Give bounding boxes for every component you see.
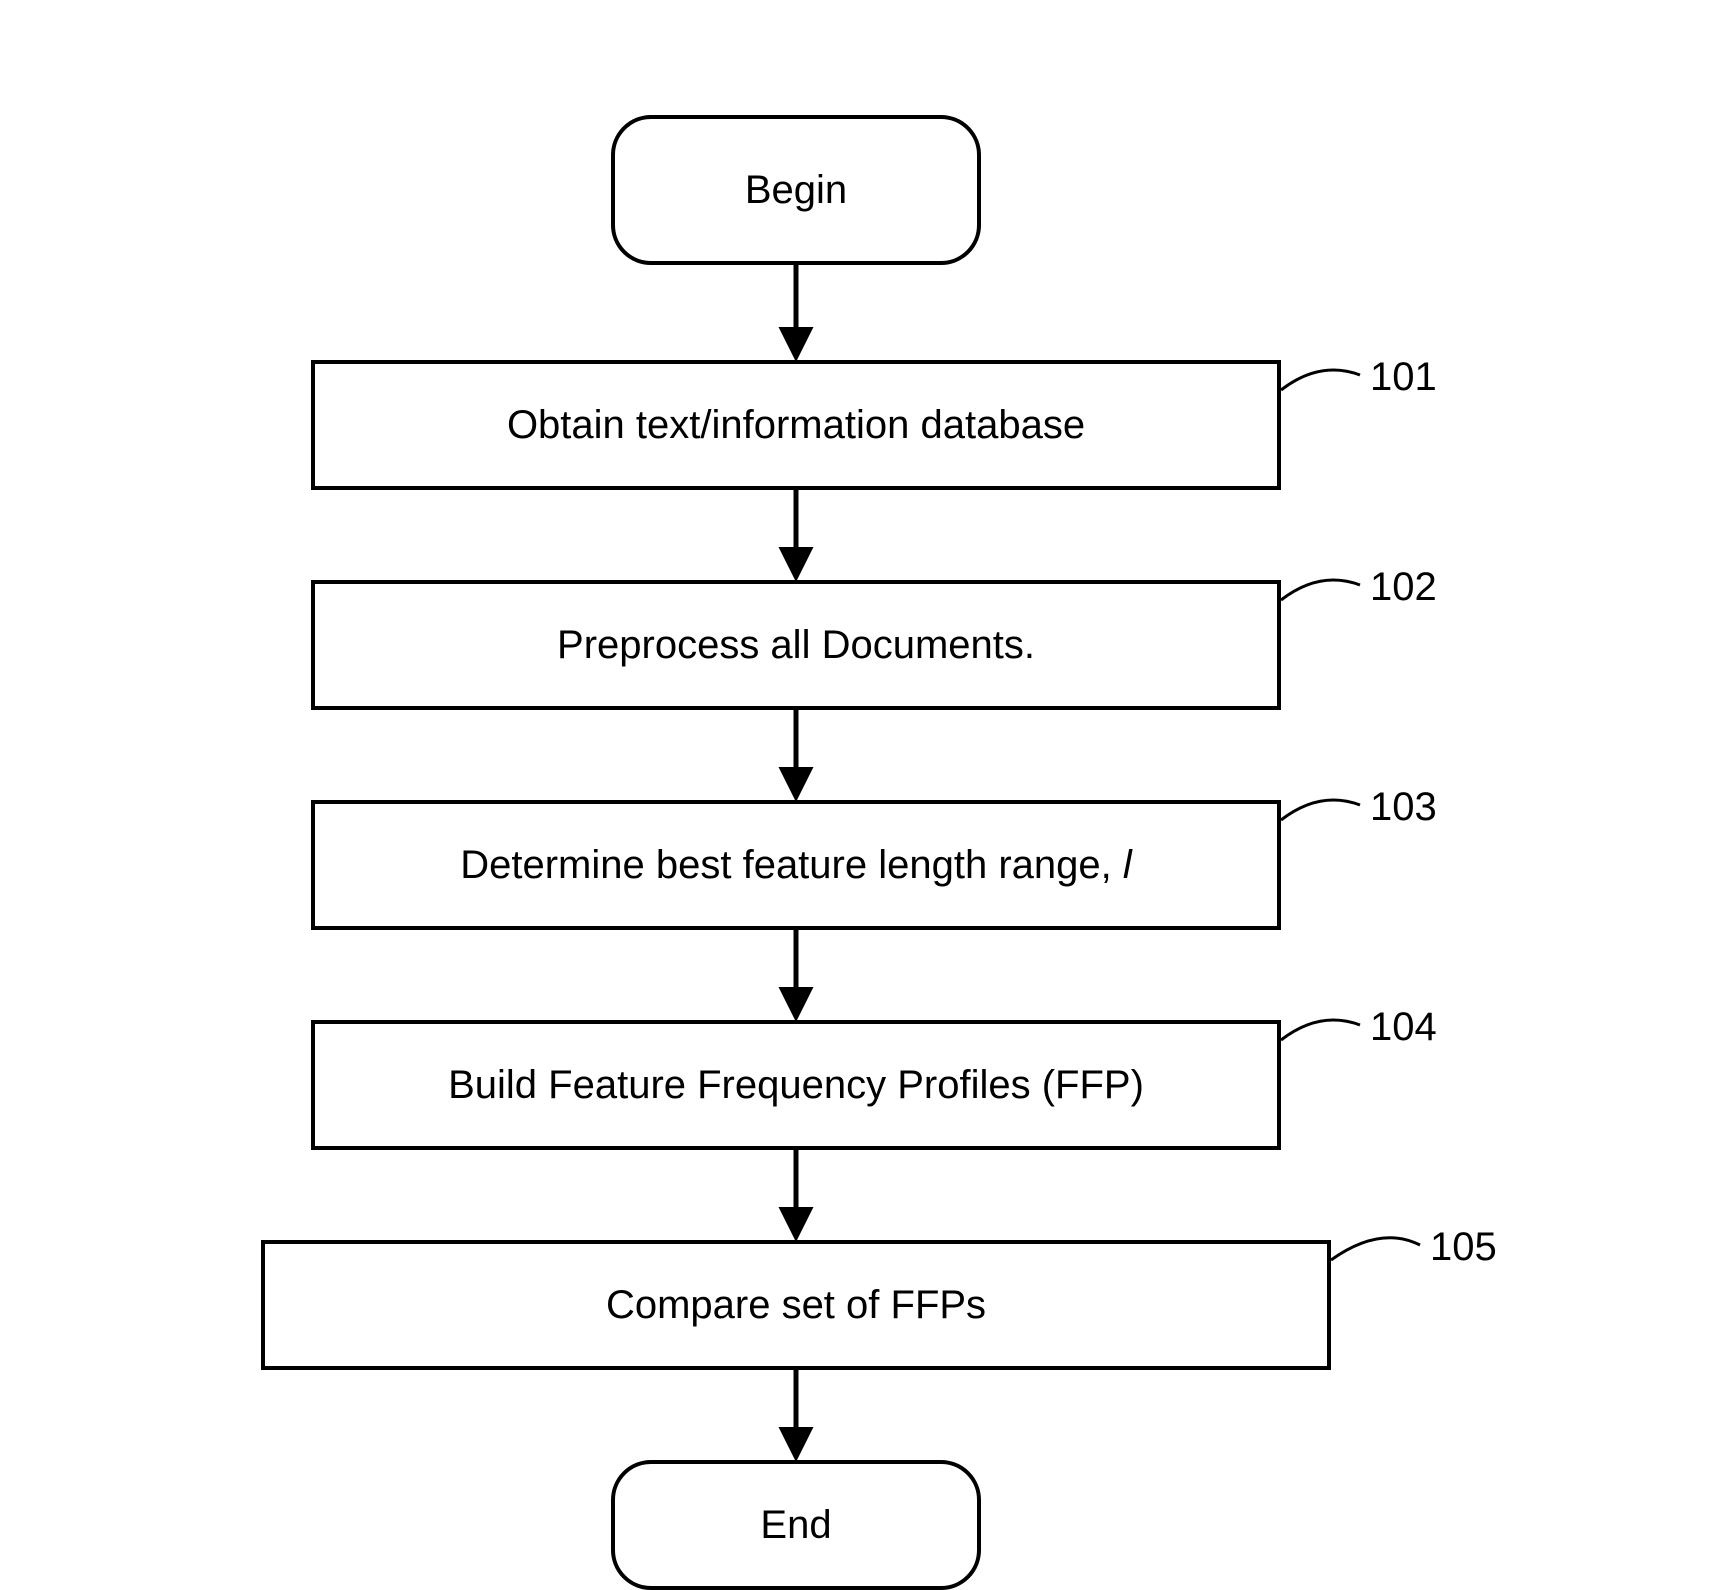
ref-label-105: 105 <box>1430 1225 1497 1270</box>
leader-101 <box>1281 370 1360 390</box>
leader-104 <box>1281 1020 1360 1040</box>
node-label-step104: Build Feature Frequency Profiles (FFP) <box>448 1063 1144 1108</box>
node-step103: Determine best feature length range, l <box>311 800 1281 930</box>
leader-105 <box>1331 1238 1420 1260</box>
node-label-step102: Preprocess all Documents. <box>557 623 1035 668</box>
ref-label-101: 101 <box>1370 355 1437 400</box>
node-label-end: End <box>760 1503 831 1548</box>
node-end: End <box>611 1460 981 1590</box>
node-label-step105: Compare set of FFPs <box>606 1283 986 1328</box>
leader-103 <box>1281 800 1360 820</box>
flowchart-canvas: Begin Obtain text/information database Pre… <box>0 0 1709 1577</box>
node-label-step101: Obtain text/information database <box>507 403 1085 448</box>
node-step104: Build Feature Frequency Profiles (FFP) <box>311 1020 1281 1150</box>
node-begin: Begin <box>611 115 981 265</box>
ref-label-102: 102 <box>1370 565 1437 610</box>
node-step102: Preprocess all Documents. <box>311 580 1281 710</box>
node-step105: Compare set of FFPs <box>261 1240 1331 1370</box>
ref-label-103: 103 <box>1370 785 1437 830</box>
leader-102 <box>1281 580 1360 600</box>
ref-label-104: 104 <box>1370 1005 1437 1050</box>
node-step101: Obtain text/information database <box>311 360 1281 490</box>
node-label-begin: Begin <box>745 168 847 213</box>
node-label-step103: Determine best feature length range, l <box>460 843 1132 888</box>
